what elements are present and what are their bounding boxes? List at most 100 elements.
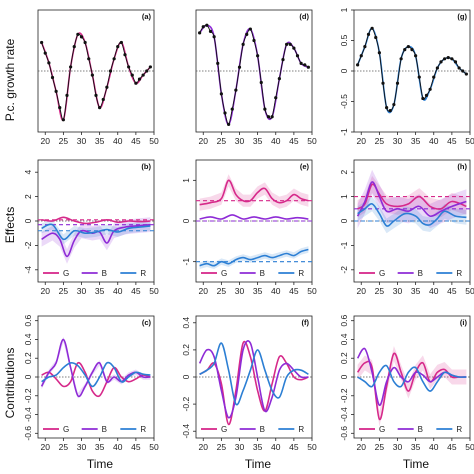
data-point <box>108 69 113 73</box>
data-point <box>446 55 450 60</box>
data-point <box>219 92 223 96</box>
data-point <box>381 81 385 85</box>
data-point <box>453 60 458 64</box>
data-point <box>270 115 274 119</box>
y-tick-label: -1 <box>339 241 349 249</box>
y-tick-label: 0.6 <box>23 315 33 327</box>
data-point <box>40 40 44 45</box>
x-tick-label: 35 <box>411 136 421 146</box>
x-tick-label: 45 <box>131 136 141 146</box>
x-tick-label: 30 <box>235 286 245 296</box>
data-point <box>392 102 396 107</box>
panel-f: 20 25 30 35 40 45 50 -0.4 -0.2 0 0.2 0.4 (f) G B R <box>181 315 317 452</box>
data-point <box>295 54 300 58</box>
x-tick-label: 40 <box>113 442 123 452</box>
x-tick-label: 30 <box>393 286 403 296</box>
y-tick-label: 4 <box>23 170 33 175</box>
y-tick-label: 0.5 <box>339 34 349 46</box>
data-point <box>359 54 363 58</box>
x-tick-label: 50 <box>465 286 474 296</box>
data-point <box>54 89 58 93</box>
data-point <box>76 32 80 37</box>
series-line-R <box>199 248 309 267</box>
x-tick-label: 35 <box>411 442 421 452</box>
panel-label: (e) <box>300 162 310 171</box>
x-tick-label: 40 <box>271 136 281 146</box>
y-tick-label: -1 <box>181 258 191 266</box>
x-tick-label: 20 <box>357 442 367 452</box>
data-point <box>245 32 249 37</box>
x-tick-label: 45 <box>447 286 457 296</box>
x-axis-label-1: Time <box>87 457 114 471</box>
y-tick-label: -0.4 <box>23 407 33 422</box>
data-point <box>285 42 289 46</box>
legend-label-R: R <box>456 269 462 278</box>
x-tick-label: 40 <box>113 286 123 296</box>
series-line-R <box>356 27 467 114</box>
panel-label: (g) <box>457 12 467 21</box>
data-point <box>141 73 145 77</box>
y-tick-label: 1 <box>339 7 349 12</box>
panels: 20 25 30 35 40 45 50(a)20 25 30 35 40 45 50(d)20 25 30… <box>23 7 474 452</box>
y-tick-label: -0.5 <box>339 94 349 109</box>
series-line-R <box>199 342 309 406</box>
y-tick-label: 0 <box>181 218 191 223</box>
data-point <box>72 45 76 49</box>
legend-label-B: B <box>260 425 265 434</box>
y-tick-label: -0.4 <box>181 424 191 439</box>
x-tick-label: 50 <box>149 136 159 146</box>
y-tick-label: -0.2 <box>181 397 191 412</box>
data-point <box>101 97 105 102</box>
y-tick-label: -0.6 <box>23 426 33 441</box>
x-tick-label: 20 <box>41 442 51 452</box>
data-point <box>366 32 371 37</box>
x-tick-label: 40 <box>429 286 439 296</box>
y-tick-label: -4 <box>23 266 33 274</box>
y-tick-label: 2 <box>339 170 349 175</box>
y-tick-label: 2 <box>23 194 33 199</box>
series-band-B <box>41 217 151 264</box>
panel-i: 20 25 30 35 40 45 50 -0.6 -0.4 -0.2 0 0.2 0.4 0.6 (i) G… <box>339 315 474 452</box>
x-tick-label: 45 <box>131 442 141 452</box>
data-point <box>274 96 278 100</box>
x-tick-label: 25 <box>217 442 227 452</box>
data-point <box>237 65 242 69</box>
x-tick-label: 50 <box>307 136 317 146</box>
data-point <box>432 75 436 79</box>
data-point <box>47 61 51 65</box>
x-tick-label: 35 <box>253 136 263 146</box>
panel-label: (a) <box>142 12 152 21</box>
y-tick-label: -0.2 <box>23 388 33 403</box>
data-point <box>205 23 209 27</box>
legend-label-B: B <box>418 269 423 278</box>
legend-label-B: B <box>260 269 265 278</box>
x-tick-label: 30 <box>393 442 403 452</box>
data-point <box>98 106 102 110</box>
data-point <box>259 80 263 85</box>
legend-label-B: B <box>102 425 107 434</box>
x-tick-label: 50 <box>465 442 474 452</box>
x-tick-label: 35 <box>95 286 105 296</box>
y-tick-label: -0.4 <box>339 407 349 422</box>
x-tick-label: 45 <box>289 442 299 452</box>
x-tick-label: 30 <box>235 136 245 146</box>
x-tick-label: 30 <box>77 442 87 452</box>
panel-label: (c) <box>142 318 152 327</box>
x-tick-label: 45 <box>289 136 299 146</box>
legend-label-G: G <box>379 269 385 278</box>
data-point <box>50 75 55 80</box>
legend-label-R: R <box>140 269 146 278</box>
panel-a: 20 25 30 35 40 45 50 (a) <box>37 9 159 146</box>
data-point <box>395 81 400 85</box>
data-point <box>83 40 87 45</box>
series-line-R <box>41 361 151 388</box>
panel-h: 20 25 30 35 40 45 50 -2 -1 0 1 2 (h) G B R <box>339 159 474 296</box>
data-point <box>241 42 245 46</box>
x-tick-label: 20 <box>41 286 51 296</box>
data-point <box>406 45 410 49</box>
y-tick-label: 0 <box>339 218 349 223</box>
y-tick-label: 0.4 <box>339 333 349 345</box>
x-tick-label: 50 <box>307 286 317 296</box>
legend-label-B: B <box>102 269 107 278</box>
